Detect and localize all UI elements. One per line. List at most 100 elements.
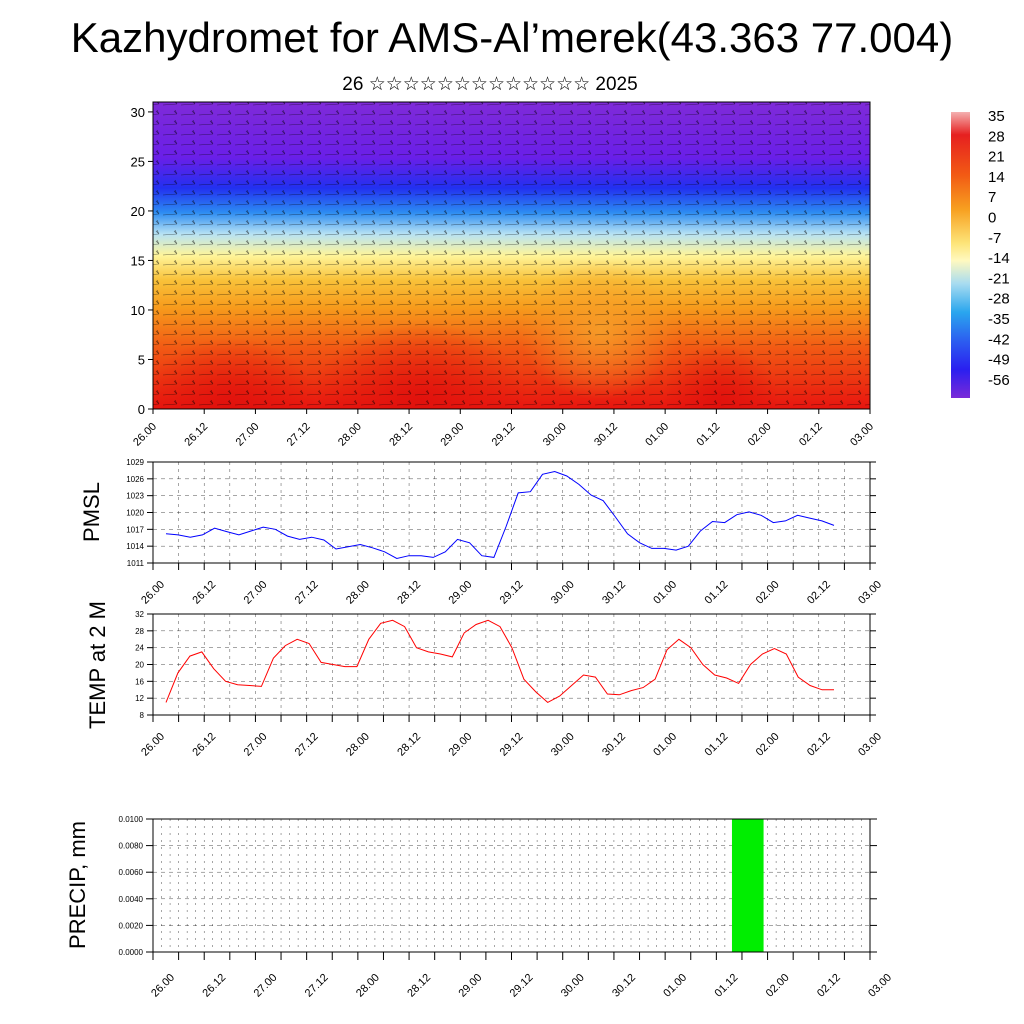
cross-section-y-axis: 0 5 10 15 20 25 30	[131, 105, 153, 417]
y-tick-label: 1020	[126, 509, 144, 518]
x-tick-label: 26.12	[190, 579, 218, 607]
colorbar-label: -42	[988, 331, 1010, 348]
y-tick-label: 12	[135, 694, 144, 703]
y-tick-label: 1029	[126, 458, 144, 467]
x-tick-label: 02.00	[764, 972, 792, 1000]
y-tick-label: 0.0020	[119, 921, 144, 930]
x-tick-label: 30.00	[559, 972, 587, 1000]
x-tick-label: 01.12	[703, 731, 731, 759]
colorbar-label: -7	[988, 230, 1001, 247]
y-tick-label: 1026	[126, 475, 144, 484]
colorbar-label: -14	[988, 250, 1010, 267]
x-tick-label: 01.00	[643, 421, 671, 449]
x-tick-label: 01.12	[713, 972, 741, 1000]
temp-panel: 8 12 16 20 24 28 32 26.00 26.12 27.00 27.12 28.00 28…	[85, 601, 884, 759]
x-tick-label: 01.00	[651, 731, 679, 759]
y-tick-label: 24	[135, 644, 144, 653]
precip-ylabel: PRECIP, mm	[65, 821, 90, 949]
y-tick-label: 1014	[126, 542, 144, 551]
x-tick-label: 29.00	[456, 972, 484, 1000]
colorbar-labels: 35 28 21 14 7 0 -7 -14 -21 -28 -35 -42 -49 -56	[988, 108, 1010, 389]
x-tick-label: 29.12	[490, 421, 518, 449]
y-tick-label: 1017	[126, 525, 144, 534]
x-tick-label: 03.00	[856, 579, 884, 607]
x-tick-label: 29.00	[446, 579, 474, 607]
precip-panel: 0.0000 0.0020 0.0040 0.0060 0.0080 0.0100 26.0…	[65, 815, 894, 1000]
colorbar-label: 21	[988, 149, 1005, 166]
y-tick-label: 0.0040	[119, 895, 144, 904]
y-tick-label: 15	[131, 253, 145, 268]
x-tick-label: 27.00	[242, 731, 270, 759]
x-tick-label: 03.00	[848, 421, 876, 449]
y-tick-label: 0.0080	[119, 842, 144, 851]
y-tick-label: 16	[135, 677, 144, 686]
x-tick-label: 28.12	[395, 731, 423, 759]
y-tick-label: 32	[135, 610, 144, 619]
y-tick-label: 1023	[126, 492, 144, 501]
x-tick-label: 27.12	[303, 972, 331, 1000]
y-tick-label: 25	[131, 154, 145, 169]
chart-title: Kazhydromet for AMS-Al’merek(43.363 77.0…	[70, 14, 954, 61]
colorbar-label: 14	[988, 169, 1005, 186]
x-tick-label: 27.00	[252, 972, 280, 1000]
temp-grid	[153, 613, 870, 716]
x-tick-label: 28.00	[336, 421, 364, 449]
x-tick-label: 30.12	[600, 731, 628, 759]
temp-ylabel: TEMP at 2 M	[85, 601, 110, 729]
y-tick-label: 1011	[127, 559, 145, 568]
x-tick-label: 29.00	[446, 731, 474, 759]
colorbar-label: 0	[988, 210, 996, 227]
temp-series-line	[165, 619, 834, 704]
x-tick-label: 27.12	[293, 731, 321, 759]
x-tick-label: 26.00	[131, 421, 159, 449]
x-tick-label: 02.12	[797, 421, 825, 449]
x-tick-label: 02.12	[805, 579, 833, 607]
y-tick-label: 0.0000	[119, 948, 144, 957]
x-tick-label: 28.00	[344, 579, 372, 607]
x-tick-label: 02.12	[815, 972, 843, 1000]
x-tick-label: 02.12	[805, 731, 833, 759]
colorbar-label: 35	[988, 108, 1005, 125]
precip-grid	[153, 818, 870, 953]
y-tick-label: 20	[131, 204, 145, 219]
pmsl-grid	[153, 461, 870, 564]
pmsl-axes: 1011 1014 1017 1020 1023 1026 1029 26.00 26.12 27…	[126, 458, 884, 607]
cross-section-panel: 0 5 10 15 20 25 30 26.00 26.12 27.00 27.12 28.00 28…	[131, 101, 876, 449]
x-tick-label: 03.00	[866, 972, 894, 1000]
x-tick-label: 26.12	[190, 731, 218, 759]
x-tick-label: 26.00	[149, 972, 177, 1000]
x-tick-label: 28.12	[387, 421, 415, 449]
colorbar-label: -56	[988, 372, 1010, 389]
x-tick-label: 29.12	[498, 579, 526, 607]
y-tick-label: 0.0100	[119, 815, 144, 824]
y-tick-label: 5	[138, 352, 145, 367]
x-tick-label: 28.00	[354, 972, 382, 1000]
x-tick-label: 27.12	[285, 421, 313, 449]
x-tick-label: 30.12	[592, 421, 620, 449]
y-tick-label: 8	[140, 711, 145, 720]
y-tick-label: 10	[131, 303, 145, 318]
colorbar-label: -49	[988, 352, 1010, 369]
colorbar-label: -35	[988, 311, 1010, 328]
x-tick-label: 01.00	[661, 972, 689, 1000]
x-tick-label: 28.12	[405, 972, 433, 1000]
x-tick-label: 01.00	[651, 579, 679, 607]
x-tick-label: 26.12	[200, 972, 228, 1000]
x-tick-label: 02.00	[754, 731, 782, 759]
x-tick-label: 30.00	[541, 421, 569, 449]
x-tick-label: 30.12	[600, 579, 628, 607]
temp-axes: 8 12 16 20 24 28 32 26.00 26.12 27.00 27.12 28.00 28…	[135, 610, 884, 759]
colorbar-label: -21	[988, 270, 1010, 287]
precip-axes: 0.0000 0.0020 0.0040 0.0060 0.0080 0.0100 26.0…	[119, 815, 895, 1000]
colorbar-label: 28	[988, 128, 1005, 145]
y-tick-label: 30	[131, 105, 145, 120]
colorbar-label: -28	[988, 291, 1010, 308]
x-tick-label: 27.12	[293, 579, 321, 607]
x-tick-label: 27.00	[234, 421, 262, 449]
y-tick-label: 0	[138, 402, 145, 417]
colorbar: 35 28 21 14 7 0 -7 -14 -21 -28 -35 -42 -49 -56	[951, 108, 1010, 398]
colorbar-ramp	[951, 112, 970, 398]
x-tick-label: 30.00	[549, 579, 577, 607]
y-tick-label: 0.0060	[119, 868, 144, 877]
